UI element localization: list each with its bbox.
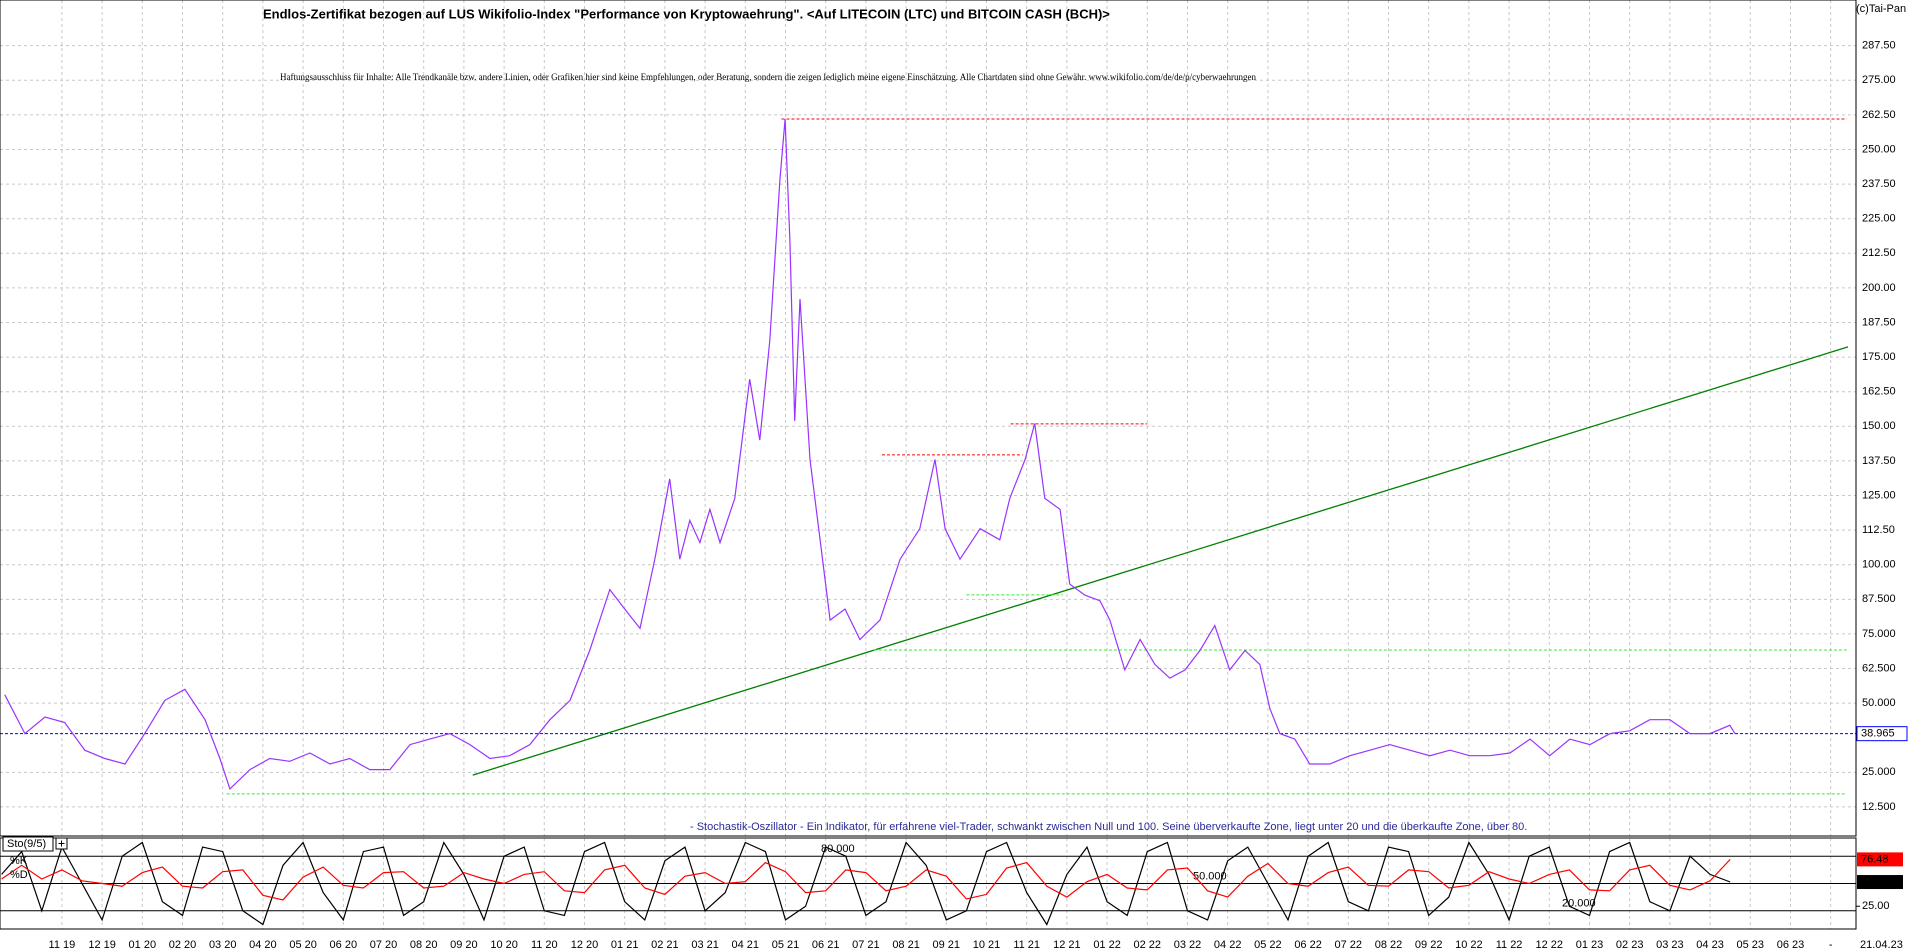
x-tick-label: 12 20 (571, 939, 599, 951)
x-tick-label: 06 22 (1294, 939, 1322, 951)
chart-title: Endlos-Zertifikat bezogen auf LUS Wikifo… (263, 6, 1110, 21)
x-tick-label: 12 22 (1536, 939, 1564, 951)
y-tick-label: 112.50 (1862, 524, 1895, 536)
x-tick-label: 01 21 (611, 939, 639, 951)
y-tick-label: 262.50 (1862, 109, 1896, 121)
x-tick-label: 04 20 (249, 939, 277, 951)
plus-icon (58, 840, 65, 847)
y-tick-label: 125.00 (1862, 489, 1896, 501)
x-tick-label: 11 22 (1496, 939, 1523, 951)
x-tick-label: 01 22 (1093, 939, 1121, 951)
indicator-name: Sto(9/5) (7, 838, 46, 850)
y-tick-label: 162.50 (1862, 386, 1896, 398)
indicator-box (2, 836, 54, 852)
y-tick-label: 200.00 (1862, 282, 1896, 294)
x-tick-label: 05 21 (772, 939, 800, 951)
x-tick-label: 09 22 (1415, 939, 1443, 951)
disclaimer: Haftungsausschluss für Inhalte: Alle Tre… (280, 72, 1257, 82)
y-tick-label: 25.00 (1862, 900, 1890, 912)
x-tick-label: 02 23 (1616, 939, 1644, 951)
series-line (1, 858, 1731, 901)
x-tick-label: 08 20 (410, 939, 438, 951)
last-value-box (1856, 726, 1908, 742)
x-tick-label: 12 21 (1053, 939, 1081, 951)
x-tick-label: 03 22 (1174, 939, 1202, 951)
y-tick-label: 225.00 (1862, 213, 1896, 225)
plot-frame (0, 0, 1857, 837)
legend-entry: %K (10, 855, 28, 867)
last-value-box (1857, 852, 1903, 867)
reference-label: 50.000 (1193, 870, 1227, 882)
last-date: 21.04.23 (1860, 939, 1903, 951)
y-tick-label: 62.500 (1862, 662, 1896, 674)
x-tick-label: 05 20 (289, 939, 317, 951)
x-tick-label: 10 21 (973, 939, 1001, 951)
indicator-description: - Stochastik-Oszillator - Ein Indikator,… (690, 821, 1527, 833)
x-tick-label: 03 23 (1656, 939, 1684, 951)
y-tick-label: 25.000 (1862, 766, 1896, 778)
x-tick-label: 09 20 (450, 939, 478, 951)
y-tick-label: 237.50 (1862, 178, 1896, 190)
x-tick-label: 10 22 (1455, 939, 1483, 951)
x-tick-label: 09 21 (933, 939, 961, 951)
x-tick-label: 02 21 (651, 939, 679, 951)
y-tick-label: 87.500 (1862, 593, 1896, 605)
x-tick-label: 01 20 (129, 939, 157, 951)
legend-entry: %D (10, 869, 28, 881)
y-tick-label: 175.00 (1862, 351, 1896, 363)
y-tick-label: 75.000 (1862, 628, 1896, 640)
y-tick-label: 187.50 (1862, 316, 1896, 328)
x-tick-label: 01 23 (1576, 939, 1604, 951)
y-tick-label: 50.000 (1862, 697, 1896, 709)
x-tick-label: 03 20 (209, 939, 237, 951)
y-tick-label: 12.500 (1862, 801, 1896, 813)
x-tick-label: - (1829, 939, 1833, 951)
y-tick-label: 150.00 (1862, 420, 1896, 432)
last-value-label: 76.48 (1861, 853, 1889, 865)
x-tick-label: 07 21 (852, 939, 880, 951)
x-tick-label: 07 20 (370, 939, 398, 951)
last-value-label: 38.965 (1861, 728, 1895, 740)
x-tick-label: 04 23 (1696, 939, 1724, 951)
x-tick-label: 05 22 (1254, 939, 1282, 951)
x-tick-label: 04 22 (1214, 939, 1242, 951)
x-tick-label: 11 19 (49, 939, 76, 951)
y-tick-label: 212.50 (1862, 247, 1896, 259)
x-tick-label: 06 21 (812, 939, 840, 951)
x-tick-label: 11 21 (1013, 939, 1040, 951)
y-tick-label: 275.00 (1862, 74, 1896, 86)
x-tick-label: 05 23 (1737, 939, 1765, 951)
y-tick-label: 287.50 (1862, 40, 1896, 52)
plot-frame (0, 837, 1857, 930)
x-tick-label: 02 20 (169, 939, 197, 951)
x-tick-label: 02 22 (1134, 939, 1162, 951)
last-value-label: 51.61 (1861, 876, 1889, 888)
reference-label: 80.000 (821, 843, 855, 855)
x-tick-label: 04 21 (732, 939, 760, 951)
x-tick-label: 06 23 (1777, 939, 1805, 951)
last-value-box (1857, 875, 1903, 890)
x-tick-label: 06 20 (330, 939, 358, 951)
x-tick-label: 08 21 (892, 939, 920, 951)
x-tick-label: 10 20 (490, 939, 518, 951)
x-tick-label: 07 22 (1335, 939, 1363, 951)
y-tick-label: 137.50 (1862, 455, 1896, 467)
x-tick-label: 08 22 (1375, 939, 1403, 951)
series-line (1, 841, 1731, 926)
x-tick-label: 03 21 (691, 939, 719, 951)
y-tick-label: 250.00 (1862, 143, 1896, 155)
annotation-line (472, 346, 1849, 776)
x-tick-label: 11 20 (531, 939, 558, 951)
credit: (c)Tai-Pan (1856, 3, 1906, 15)
series-line (4, 118, 1736, 790)
y-tick-label: 100.00 (1862, 559, 1896, 571)
x-tick-label: 12 19 (88, 939, 116, 951)
